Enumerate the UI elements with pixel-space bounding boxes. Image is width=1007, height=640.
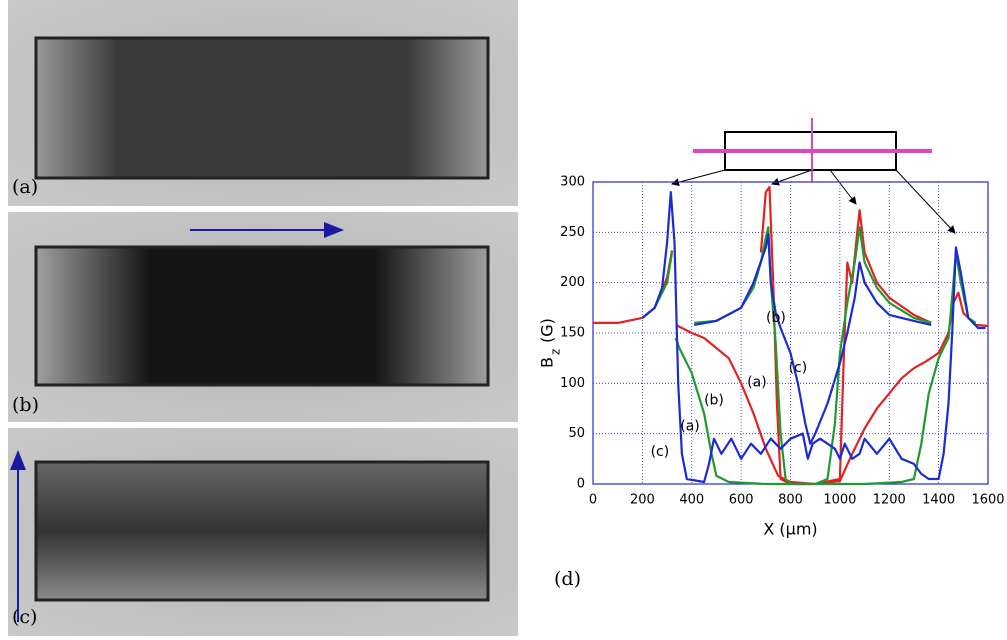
curve-label: (b) bbox=[704, 392, 724, 408]
x-tick-label: 800 bbox=[778, 493, 803, 508]
image-a: (a) bbox=[8, 0, 518, 206]
y-axis-label: Bz (G) bbox=[538, 318, 563, 368]
curve-label: (c) bbox=[651, 444, 670, 460]
y-label-unit: (G) bbox=[538, 318, 557, 343]
y-tick-label: 0 bbox=[577, 477, 585, 492]
image-b: (b) bbox=[8, 212, 518, 422]
x-tick-label: 200 bbox=[630, 493, 655, 508]
panel-label: (b) bbox=[12, 394, 39, 416]
panel-label: (d) bbox=[554, 568, 581, 590]
curve-label: (c) bbox=[789, 360, 808, 376]
y-tick-label: 250 bbox=[560, 225, 585, 240]
y-label-base: B bbox=[538, 357, 557, 368]
y-tick-label: 50 bbox=[568, 426, 585, 441]
x-tick-label: 1000 bbox=[823, 493, 856, 508]
x-tick-label: 1400 bbox=[922, 493, 955, 508]
curve-label: (a) bbox=[680, 419, 700, 435]
y-tick-label: 300 bbox=[560, 175, 585, 190]
x-tick-label: 0 bbox=[589, 493, 597, 508]
x-tick-label: 600 bbox=[729, 493, 754, 508]
x-tick-label: 1600 bbox=[971, 493, 1004, 508]
series-line bbox=[642, 192, 985, 482]
image-c: (c) bbox=[8, 428, 518, 636]
panel-label: (c) bbox=[12, 606, 37, 628]
plot: 0 200 400 600 800 1000 1200 1400 1600 0 50 100 150 20… bbox=[538, 175, 1005, 539]
curve-label: (b) bbox=[766, 310, 786, 326]
x-tick-label: 1200 bbox=[873, 493, 906, 508]
x-axis-label: X (µm) bbox=[763, 520, 817, 539]
panel-label: (a) bbox=[12, 176, 38, 198]
y-tick-label: 200 bbox=[560, 275, 585, 290]
series-line bbox=[642, 227, 975, 484]
figure: (a) (b) (c) (d) 020040060080010001200140… bbox=[0, 0, 1007, 636]
y-label-sub: z bbox=[549, 349, 563, 355]
x-tick-label: 400 bbox=[679, 493, 704, 508]
page: {"panels": [{"label": "(a)"}, {"label": … bbox=[0, 0, 1007, 636]
sample-schematic bbox=[672, 118, 955, 233]
y-tick-label: 150 bbox=[560, 326, 585, 341]
curve-label: (a) bbox=[747, 374, 767, 390]
y-tick-label: 100 bbox=[560, 376, 585, 391]
